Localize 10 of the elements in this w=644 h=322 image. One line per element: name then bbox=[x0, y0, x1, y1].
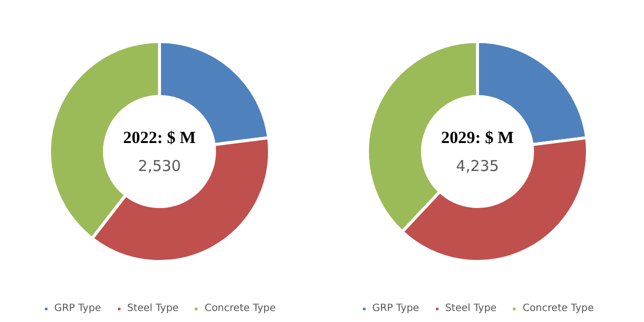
legend-label: Steel Type bbox=[127, 303, 179, 314]
legend-label: GRP Type bbox=[54, 303, 102, 314]
text: 2022: $ M bbox=[123, 128, 196, 147]
text: 4,235 bbox=[456, 157, 499, 175]
legend-label: Concrete Type bbox=[204, 303, 276, 314]
text: 2029: $ M bbox=[441, 128, 514, 147]
legend-label: GRP Type bbox=[372, 303, 420, 314]
legend-label: Steel Type bbox=[445, 303, 497, 314]
legend-label: Concrete Type bbox=[522, 303, 594, 314]
text: 2,530 bbox=[138, 157, 181, 175]
